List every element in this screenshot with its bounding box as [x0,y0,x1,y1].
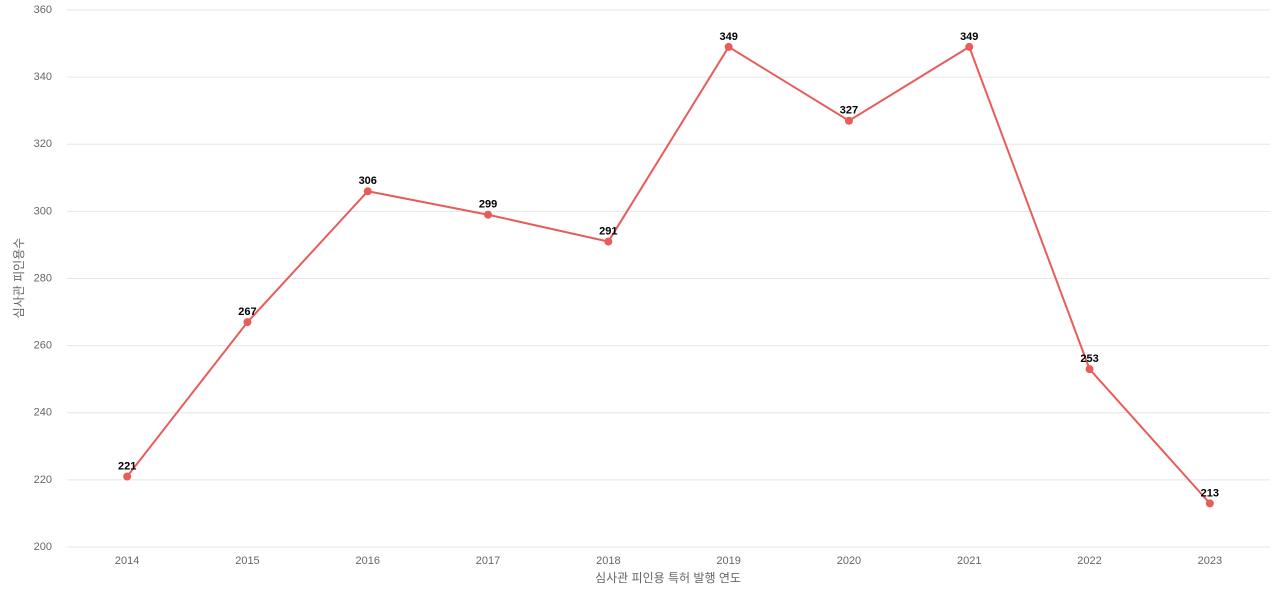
x-tick-label: 2023 [1198,555,1222,567]
point [604,237,613,246]
data-label: 306 [359,175,377,187]
x-tick-label: 2016 [356,555,380,567]
x-axis-title: 심사관 피인용 특허 발행 연도 [595,570,741,585]
point [484,210,493,219]
x-tick-label: 2022 [1077,555,1101,567]
y-tick-label: 300 [34,205,52,217]
y-tick-label: 200 [34,541,52,553]
point [363,187,372,196]
data-label: 349 [719,31,737,43]
x-tick-label: 2020 [837,555,861,567]
point [123,472,132,481]
y-tick-label: 320 [34,138,52,150]
y-tick-label: 260 [34,340,52,352]
point [1085,365,1094,374]
x-tick-label: 2021 [957,555,981,567]
data-label: 221 [118,460,136,472]
point [1205,499,1214,508]
data-label: 253 [1080,353,1098,365]
point [243,318,252,327]
data-label: 327 [840,105,858,117]
y-tick-label: 360 [34,4,52,16]
y-tick-label: 220 [34,474,52,486]
y-tick-label: 240 [34,407,52,419]
x-tick-label: 2015 [235,555,259,567]
line [126,45,1211,505]
y-tick-label: 340 [34,71,52,83]
point [844,116,853,125]
data-label: 267 [238,306,256,318]
x-tick-label: 2014 [115,555,139,567]
x-tick-label: 2018 [596,555,620,567]
data-label: 291 [599,225,617,237]
point [724,42,733,51]
data-label: 349 [960,31,978,43]
point [965,42,974,51]
y-axis-title: 심사관 피인용수 [12,238,26,319]
data-label: 299 [479,199,497,211]
data-label: 213 [1201,487,1219,499]
x-tick-label: 2017 [476,555,500,567]
x-tick-label: 2019 [716,555,740,567]
y-tick-label: 280 [34,272,52,284]
